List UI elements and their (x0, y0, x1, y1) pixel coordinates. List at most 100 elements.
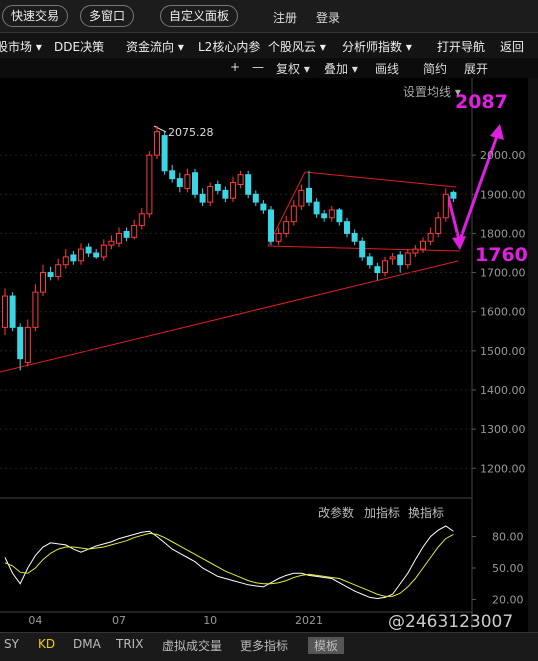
candle-body (260, 203, 267, 211)
candle-body (123, 230, 130, 238)
candle-body (374, 266, 381, 274)
candle-body (100, 244, 107, 258)
candle-body (237, 174, 244, 186)
ma-button[interactable]: 设置均线 ▾ (403, 85, 461, 99)
candle-body (450, 191, 457, 199)
candle-body (389, 256, 396, 260)
link[interactable]: 登录 (316, 11, 341, 25)
candle-body (283, 221, 290, 234)
y-tick-label: 1800.00 (480, 227, 526, 240)
peak-pointer (153, 125, 167, 133)
tool-button[interactable]: 复权 ▾ (276, 62, 310, 76)
candle-body (55, 264, 62, 277)
candle-body (176, 178, 183, 187)
candle-body (161, 135, 168, 172)
menu-item[interactable]: 资金流向 ▾ (126, 40, 184, 54)
tab[interactable]: TRIX (116, 637, 144, 651)
candle-body (351, 232, 358, 242)
candle-body (298, 189, 305, 207)
indicator-button[interactable]: 改参数 (318, 506, 355, 520)
candle-body (252, 193, 259, 203)
candle-body (138, 213, 145, 227)
candle-body (116, 232, 122, 244)
toolbar-button[interactable]: 快速交易 (2, 5, 69, 27)
candle-body (131, 225, 138, 238)
y-tick-label: 1200.00 (480, 462, 526, 475)
tool-button[interactable]: 简约 (423, 62, 448, 76)
menu-item[interactable]: L2核心内参 (198, 40, 261, 54)
tool-button[interactable]: + (230, 60, 241, 74)
tab[interactable]: DMA (73, 637, 101, 651)
candle-body (9, 295, 16, 328)
x-tick-label: 04 (28, 614, 42, 627)
indicator-button[interactable]: 加指标 (364, 506, 401, 520)
tool-button[interactable]: 画线 (375, 62, 400, 76)
tab[interactable]: SY (4, 637, 19, 651)
candle-body (245, 174, 252, 195)
toolbar-button[interactable]: 多窗口 (80, 5, 135, 27)
x-tick-label: 07 (112, 614, 126, 627)
link[interactable]: 注册 (273, 11, 298, 25)
candle-body (207, 185, 214, 203)
candle-body (70, 254, 77, 262)
candle-body (108, 240, 115, 246)
toolbar-button[interactable]: 自定义面板 (160, 5, 239, 27)
indicator-line (4, 532, 454, 597)
menu-item[interactable]: 返回 (500, 40, 525, 54)
y-tick-label: 2000.00 (480, 149, 526, 162)
tab[interactable]: KD (38, 637, 56, 651)
candle-body (17, 326, 24, 360)
candle-body (344, 221, 350, 234)
candle-body (192, 172, 198, 195)
candle-body (62, 256, 69, 266)
y-tick-label: 80.00 (492, 531, 524, 544)
watermark: @2463123007 (388, 612, 513, 632)
candle-body (146, 154, 153, 215)
candle-body (184, 174, 191, 189)
menu-item[interactable]: DDE决策 (54, 40, 105, 54)
candle-body (328, 209, 335, 219)
trend-line (267, 245, 461, 252)
y-tick-label: 1700.00 (480, 267, 526, 280)
candle-body (382, 260, 388, 274)
y-tick-label: 1500.00 (480, 345, 526, 358)
trend-line (0, 260, 459, 373)
candle-body (359, 240, 366, 258)
candle-body (290, 205, 297, 223)
tab[interactable]: 更多指标 (240, 639, 289, 653)
menu-item[interactable]: 打开导航 (437, 40, 486, 54)
candle-body (230, 182, 236, 199)
candle-body (85, 246, 92, 254)
peak-label: 2075.28 (168, 126, 214, 139)
candle-body (268, 209, 274, 242)
chart-toolbar (0, 58, 538, 78)
tab[interactable]: 虚拟成交量 (162, 639, 223, 653)
candle-body (366, 256, 373, 266)
candle-body (24, 326, 31, 364)
menu-item[interactable]: 个股风云 ▾ (268, 40, 326, 54)
candle-body (47, 272, 54, 277)
y-tick-label: 1400.00 (480, 384, 526, 397)
tab[interactable]: 模板 (308, 637, 345, 654)
tab-bar (0, 632, 538, 661)
candle-body (435, 217, 442, 234)
tool-button[interactable]: 叠加 ▾ (324, 62, 358, 76)
tool-button[interactable]: — (252, 60, 264, 74)
indicator-button[interactable]: 换指标 (408, 506, 445, 520)
y-tick-label: 1600.00 (480, 306, 526, 319)
candle-body (40, 272, 46, 293)
candle-body (321, 213, 328, 219)
tool-button[interactable]: 展开 (464, 62, 489, 76)
trend-line (304, 171, 457, 188)
candle-body (2, 295, 8, 328)
candle-body (336, 209, 343, 223)
y-tick-label: 1900.00 (480, 188, 526, 201)
candle-body (93, 252, 100, 258)
candle-body (427, 232, 434, 242)
menu-item[interactable]: 分析师指数 ▾ (342, 40, 412, 54)
y-tick-label: 20.00 (492, 594, 524, 607)
menu-item[interactable]: 股市场 ▾ (0, 40, 42, 54)
candle-body (412, 248, 419, 254)
trend-line (267, 171, 306, 247)
